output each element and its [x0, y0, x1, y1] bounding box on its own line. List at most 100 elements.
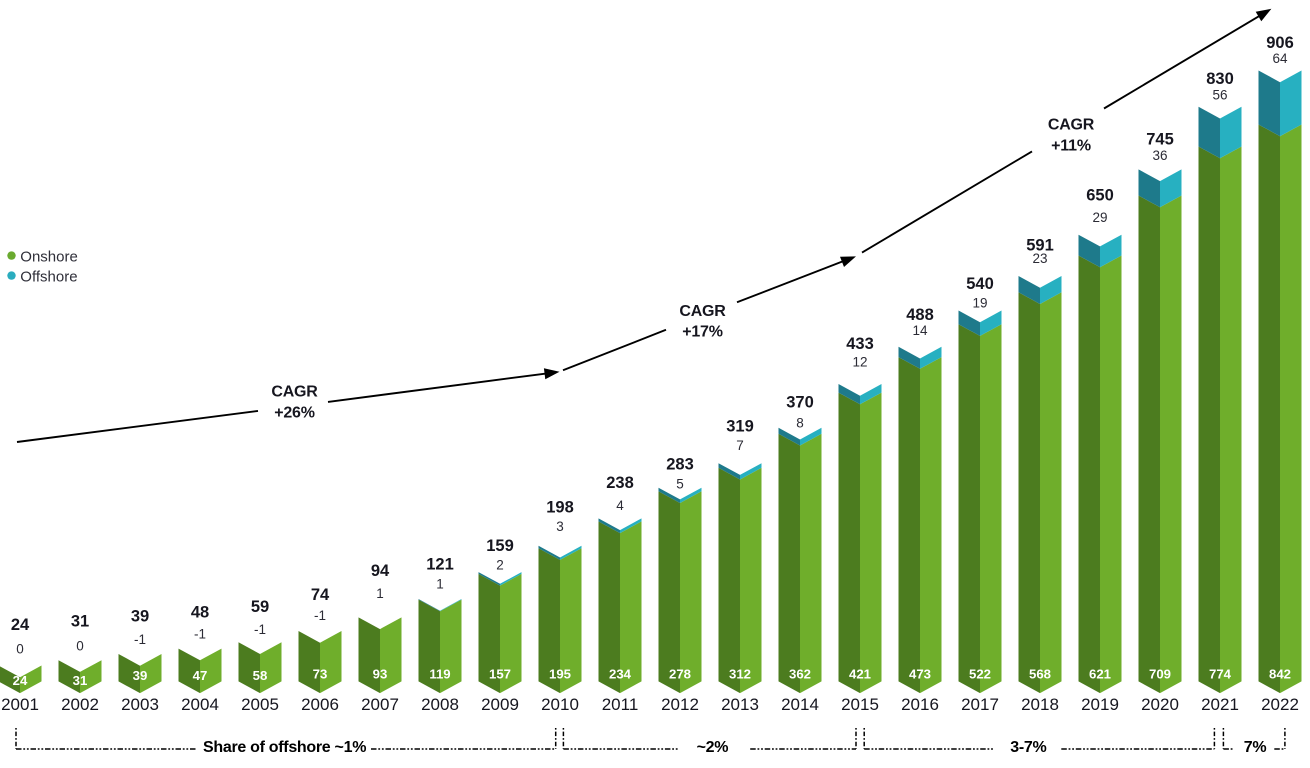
svg-text:47: 47 — [193, 668, 208, 683]
svg-text:23: 23 — [1032, 251, 1047, 266]
svg-text:36: 36 — [1152, 148, 1167, 163]
svg-text:39: 39 — [133, 668, 148, 683]
svg-text:2020: 2020 — [1141, 695, 1179, 714]
svg-text:-1: -1 — [314, 608, 326, 623]
svg-text:2015: 2015 — [841, 695, 879, 714]
svg-text:2021: 2021 — [1201, 695, 1239, 714]
svg-text:94: 94 — [371, 562, 390, 580]
svg-text:2011: 2011 — [602, 695, 639, 714]
svg-text:2: 2 — [496, 558, 504, 573]
svg-text:2009: 2009 — [481, 695, 519, 714]
svg-text:709: 709 — [1149, 666, 1171, 681]
svg-text:119: 119 — [429, 666, 450, 681]
svg-text:362: 362 — [789, 666, 811, 681]
svg-text:2001: 2001 — [1, 695, 39, 714]
svg-text:2002: 2002 — [61, 695, 99, 714]
svg-text:-1: -1 — [194, 627, 206, 642]
svg-text:2008: 2008 — [421, 695, 459, 714]
svg-text:~2%: ~2% — [697, 739, 729, 756]
svg-text:4: 4 — [616, 498, 624, 513]
svg-text:0: 0 — [16, 641, 24, 656]
svg-text:48: 48 — [191, 604, 209, 622]
svg-text:370: 370 — [786, 393, 814, 411]
svg-text:93: 93 — [373, 666, 388, 681]
svg-text:2019: 2019 — [1081, 695, 1119, 714]
svg-text:238: 238 — [606, 474, 634, 492]
svg-text:522: 522 — [969, 666, 991, 681]
svg-text:7: 7 — [736, 438, 744, 453]
svg-text:540: 540 — [966, 275, 994, 293]
svg-text:2012: 2012 — [661, 695, 699, 714]
svg-text:24: 24 — [11, 616, 30, 634]
svg-text:39: 39 — [131, 608, 149, 626]
svg-text:31: 31 — [71, 612, 89, 630]
svg-text:CAGR: CAGR — [1048, 117, 1095, 134]
svg-text:Share of offshore ~1%: Share of offshore ~1% — [203, 739, 366, 756]
svg-text:7%: 7% — [1244, 739, 1267, 756]
svg-text:+11%: +11% — [1051, 137, 1091, 154]
svg-text:12: 12 — [852, 354, 867, 369]
svg-text:2014: 2014 — [781, 695, 819, 714]
svg-text:+26%: +26% — [274, 404, 315, 421]
svg-text:14: 14 — [912, 323, 928, 338]
svg-text:745: 745 — [1146, 131, 1174, 149]
svg-text:842: 842 — [1269, 666, 1291, 681]
svg-text:2010: 2010 — [541, 695, 579, 714]
svg-text:29: 29 — [1092, 210, 1107, 225]
svg-text:24: 24 — [13, 673, 28, 688]
svg-text:73: 73 — [313, 666, 328, 681]
svg-text:8: 8 — [796, 415, 804, 430]
svg-text:319: 319 — [726, 418, 754, 436]
svg-text:906: 906 — [1266, 34, 1294, 52]
svg-text:650: 650 — [1086, 187, 1114, 205]
svg-text:CAGR: CAGR — [679, 303, 726, 320]
svg-text:5: 5 — [676, 476, 684, 491]
svg-text:2018: 2018 — [1021, 695, 1059, 714]
svg-text:473: 473 — [909, 666, 931, 681]
svg-text:2004: 2004 — [181, 695, 219, 714]
svg-text:Onshore: Onshore — [20, 248, 78, 265]
svg-text:-1: -1 — [134, 632, 146, 647]
svg-text:198: 198 — [546, 498, 574, 516]
svg-text:2017: 2017 — [961, 695, 999, 714]
svg-text:278: 278 — [669, 666, 691, 681]
svg-text:157: 157 — [489, 666, 511, 681]
svg-text:3-7%: 3-7% — [1010, 739, 1046, 756]
svg-text:2007: 2007 — [361, 695, 399, 714]
svg-text:421: 421 — [849, 666, 871, 681]
svg-text:2003: 2003 — [121, 695, 159, 714]
svg-text:-1: -1 — [254, 622, 266, 637]
svg-text:2013: 2013 — [721, 695, 759, 714]
svg-text:433: 433 — [846, 335, 874, 353]
svg-text:19: 19 — [972, 295, 987, 310]
svg-text:121: 121 — [426, 555, 454, 573]
svg-text:774: 774 — [1209, 666, 1232, 681]
svg-text:74: 74 — [311, 586, 330, 604]
svg-text:591: 591 — [1026, 236, 1054, 254]
svg-text:195: 195 — [549, 666, 571, 681]
svg-text:621: 621 — [1089, 666, 1111, 681]
svg-text:2005: 2005 — [241, 695, 279, 714]
svg-text:59: 59 — [251, 598, 269, 616]
svg-text:568: 568 — [1029, 666, 1051, 681]
svg-text:830: 830 — [1206, 70, 1234, 88]
svg-text:56: 56 — [1212, 87, 1227, 102]
svg-text:Offshore: Offshore — [20, 268, 77, 285]
svg-text:488: 488 — [906, 306, 934, 324]
svg-text:2022: 2022 — [1261, 695, 1299, 714]
svg-text:1: 1 — [436, 576, 444, 591]
svg-text:234: 234 — [609, 666, 632, 681]
svg-text:+17%: +17% — [682, 324, 723, 341]
svg-text:64: 64 — [1272, 51, 1288, 66]
svg-text:58: 58 — [253, 668, 268, 683]
svg-text:2016: 2016 — [901, 695, 939, 714]
svg-text:283: 283 — [666, 456, 694, 474]
svg-text:312: 312 — [729, 666, 751, 681]
svg-text:31: 31 — [73, 673, 88, 688]
svg-text:3: 3 — [556, 519, 564, 534]
svg-text:2006: 2006 — [301, 695, 339, 714]
svg-text:159: 159 — [486, 537, 514, 555]
svg-text:CAGR: CAGR — [271, 383, 318, 400]
svg-text:1: 1 — [376, 586, 384, 601]
svg-text:0: 0 — [76, 639, 84, 654]
